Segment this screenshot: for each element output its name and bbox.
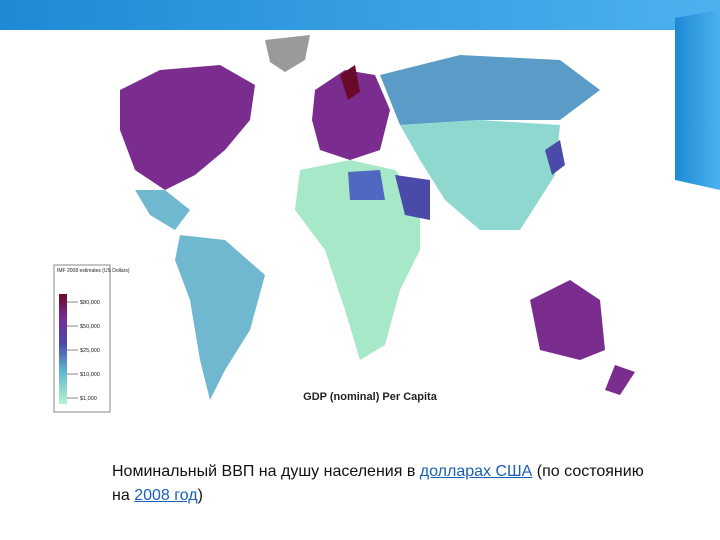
legend-label: $1,000 — [80, 396, 97, 402]
europe — [312, 70, 390, 160]
north-america — [120, 65, 255, 190]
asia — [400, 120, 560, 230]
greenland — [265, 35, 310, 72]
russia — [380, 55, 600, 125]
link[interactable]: 2008 год — [134, 487, 198, 504]
caption: Номинальный ВВП на душу населения в долл… — [112, 460, 652, 508]
legend-title: IMF 2008 estimates (US Dollars) — [57, 268, 130, 274]
caption-text: Номинальный ВВП на душу населения в — [112, 463, 420, 480]
caption-text: (по состоянию на — [112, 463, 644, 504]
australia — [530, 280, 605, 360]
new-zealand — [605, 365, 635, 395]
link[interactable]: долларах США — [419, 463, 533, 480]
world-map: GDP (nominal) Per Capita — [120, 35, 635, 403]
header-band — [0, 0, 720, 30]
legend-label: $80,000 — [80, 300, 100, 306]
legend-label: $50,000 — [80, 324, 100, 330]
africa — [295, 160, 420, 360]
side-band — [675, 10, 720, 190]
legend-label: $10,000 — [80, 372, 100, 378]
libya — [348, 170, 385, 200]
central-america — [135, 190, 190, 230]
map-title: GDP (nominal) Per Capita — [303, 391, 438, 403]
norway — [340, 65, 360, 100]
saudi-arabia — [395, 175, 430, 220]
legend-label: $25,000 — [80, 348, 100, 354]
map-legend: IMF 2008 estimates (US Dollars) $80,000 $… — [53, 264, 130, 413]
caption-text: ) — [197, 487, 203, 504]
legend-scale — [59, 294, 67, 404]
japan — [545, 140, 565, 175]
south-america — [175, 235, 265, 400]
